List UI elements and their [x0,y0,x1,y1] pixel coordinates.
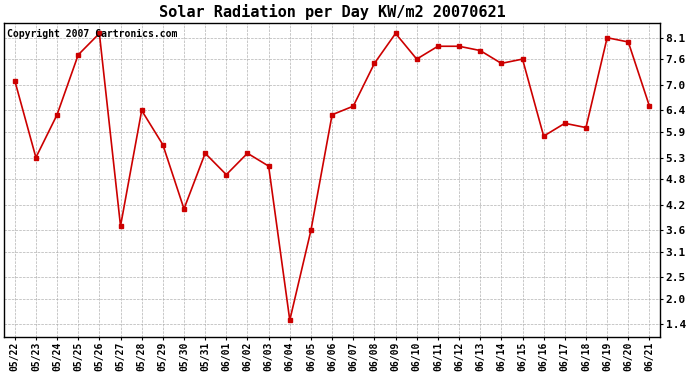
Title: Solar Radiation per Day KW/m2 20070621: Solar Radiation per Day KW/m2 20070621 [159,4,506,20]
Text: Copyright 2007 Cartronics.com: Copyright 2007 Cartronics.com [8,29,178,39]
